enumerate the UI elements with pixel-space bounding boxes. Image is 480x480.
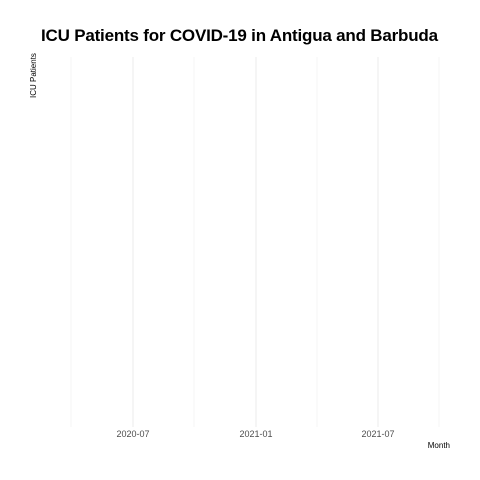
x-tick-labels: 2020-07 2021-01 2021-07 [116, 429, 394, 439]
major-gridlines [132, 57, 379, 427]
x-axis-label: Month [428, 441, 450, 450]
y-axis-label: ICU Patients [29, 53, 38, 98]
minor-gridlines [70, 57, 440, 427]
x-tick-label: 2021-01 [239, 429, 272, 439]
x-tick-label: 2021-07 [361, 429, 394, 439]
x-tick-label: 2020-07 [116, 429, 149, 439]
chart-title: ICU Patients for COVID-19 in Antigua and… [41, 26, 438, 45]
